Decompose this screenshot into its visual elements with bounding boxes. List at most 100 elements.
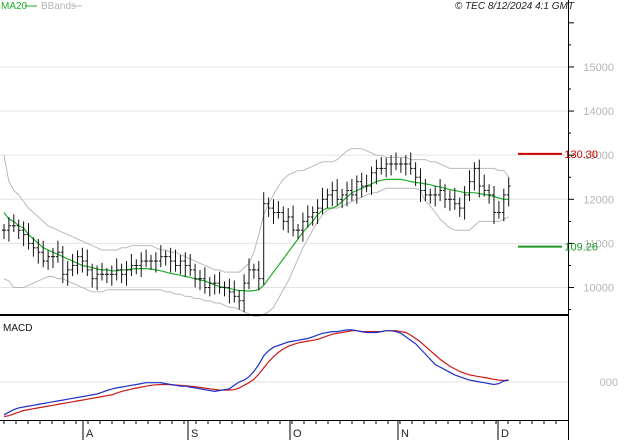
price-bar	[452, 187, 457, 210]
price-bar	[90, 263, 95, 288]
price-bar	[119, 263, 124, 284]
price-bar	[173, 249, 178, 272]
macd-tick-label: 000	[600, 377, 618, 389]
price-bar	[310, 206, 315, 226]
price-bar	[80, 247, 85, 273]
price-bar	[202, 267, 207, 294]
price-bar	[95, 265, 100, 291]
price-bar	[36, 239, 41, 264]
price-bar	[443, 184, 447, 209]
price-bar	[325, 188, 330, 209]
price-bar	[345, 181, 349, 207]
price-bar	[6, 216, 11, 242]
macd-signal-line	[3, 330, 509, 418]
price-bar	[144, 249, 149, 268]
price-bar	[403, 155, 408, 176]
price-bar	[398, 157, 403, 173]
price-bar	[482, 174, 487, 197]
price-bar	[46, 250, 51, 270]
bbands-upper-line	[3, 148, 510, 273]
price-bar	[104, 268, 109, 284]
price-tick-label: 13000	[583, 150, 614, 162]
price-bar	[55, 240, 60, 263]
price-bar	[251, 263, 256, 279]
price-bar	[232, 280, 237, 303]
price-bar	[124, 261, 129, 286]
price-tick-label: 12000	[583, 194, 614, 206]
price-bar	[163, 250, 168, 266]
price-bar	[217, 271, 222, 294]
price-bar	[492, 186, 496, 224]
price-bar	[340, 188, 345, 209]
price-bar	[359, 172, 364, 198]
price-bar	[291, 205, 296, 237]
price-bar	[364, 174, 369, 193]
price-bar	[168, 247, 173, 273]
price-bar	[212, 274, 217, 295]
price-bar	[75, 250, 80, 275]
price-bar	[408, 152, 413, 175]
price-tick-label: 14000	[583, 106, 614, 118]
price-tick-label: 10000	[583, 283, 614, 295]
price-bar	[51, 247, 55, 269]
price-bar	[188, 254, 193, 277]
price-bar	[506, 177, 511, 207]
price-bar	[477, 159, 482, 198]
price-bar	[433, 186, 438, 207]
macd-line	[3, 329, 509, 416]
ma20-line	[3, 178, 509, 292]
price-bar	[349, 179, 354, 202]
price-bar	[2, 224, 6, 239]
price-bar	[21, 221, 26, 247]
price-bar	[139, 252, 144, 277]
bbands-envelope	[3, 148, 510, 317]
price-bar	[315, 199, 320, 224]
month-label: A	[86, 428, 94, 440]
price-bar	[369, 166, 374, 195]
price-bar	[31, 237, 36, 257]
price-bar	[207, 276, 212, 297]
price-bar	[335, 179, 340, 206]
price-bar	[330, 181, 335, 207]
price-bar	[418, 168, 423, 202]
price-bar	[394, 152, 398, 171]
price-bar	[222, 281, 227, 297]
price-bar	[85, 249, 90, 277]
price-bar	[472, 162, 477, 191]
price-bar	[26, 223, 31, 250]
price-bar	[227, 278, 232, 304]
price-bar	[384, 157, 389, 178]
price-bar	[242, 274, 247, 313]
price-bar	[379, 156, 384, 175]
price-bar	[70, 254, 75, 277]
month-label: D	[501, 428, 509, 440]
price-bar	[11, 214, 16, 232]
price-bars	[2, 152, 511, 313]
price-bar	[237, 290, 242, 310]
price-bar	[178, 254, 183, 275]
chart-frame	[0, 0, 574, 440]
price-bar	[247, 258, 251, 290]
price-bar	[487, 184, 492, 204]
resistance-level-label: 130.30	[564, 149, 598, 161]
price-bar	[276, 201, 281, 219]
price-tick-label: 15000	[583, 62, 614, 74]
price-bar	[114, 258, 119, 281]
price-bar	[447, 190, 452, 211]
price-bar	[438, 179, 443, 202]
price-bar	[41, 240, 46, 268]
price-bar	[109, 265, 114, 286]
price-bar	[467, 170, 472, 202]
macd-panel	[0, 329, 568, 418]
price-bar	[158, 245, 163, 268]
price-bar	[305, 205, 310, 228]
price-bar	[501, 188, 506, 222]
price-tick-label: 11000	[584, 238, 614, 250]
price-bar	[389, 155, 394, 176]
month-label: N	[401, 428, 409, 440]
support-level-label: 109.26	[564, 242, 598, 254]
price-bar	[266, 197, 271, 217]
price-bar	[193, 263, 198, 288]
price-bar	[261, 192, 266, 285]
